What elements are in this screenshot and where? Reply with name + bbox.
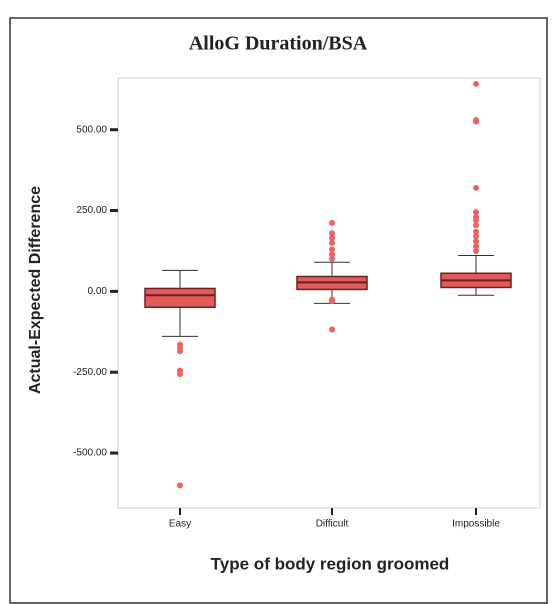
outlier	[473, 80, 479, 87]
y-tick-label: -500.00	[73, 448, 107, 459]
outlier	[329, 219, 335, 226]
outlier	[329, 235, 335, 242]
plot-area	[117, 77, 541, 509]
outlier	[329, 246, 335, 253]
outlier	[473, 217, 479, 224]
outlier	[329, 239, 335, 246]
y-tick-label: 250.00	[76, 205, 107, 216]
outlier	[329, 298, 335, 305]
outlier	[473, 118, 479, 125]
x-tick-label: Impossible	[452, 519, 500, 530]
outlier	[473, 233, 479, 240]
y-tick-label: 0.00	[88, 286, 108, 297]
y-tick-label: 500.00	[76, 124, 107, 135]
y-tick-label: -250.00	[73, 367, 107, 378]
outlier	[473, 209, 479, 216]
outlier	[177, 482, 183, 489]
outlier	[473, 238, 479, 245]
outlier	[473, 184, 479, 191]
chart-title: AlloG Duration/BSA	[189, 33, 368, 55]
box	[144, 287, 216, 308]
x-axis-label: Type of body region groomed	[211, 554, 450, 573]
outlier	[329, 326, 335, 333]
outlier	[473, 222, 479, 229]
outlier	[329, 256, 335, 263]
outlier	[473, 247, 479, 254]
outlier	[473, 228, 479, 235]
outlier	[329, 251, 335, 258]
outlier	[329, 230, 335, 237]
x-tick-label: Easy	[169, 519, 191, 530]
outlier	[177, 371, 183, 378]
y-axis-label: Actual-Expected Difference	[27, 186, 44, 394]
frame	[9, 17, 548, 604]
outlier	[473, 243, 479, 250]
outlier	[177, 348, 183, 355]
x-tick-label: Difficult	[316, 519, 349, 530]
